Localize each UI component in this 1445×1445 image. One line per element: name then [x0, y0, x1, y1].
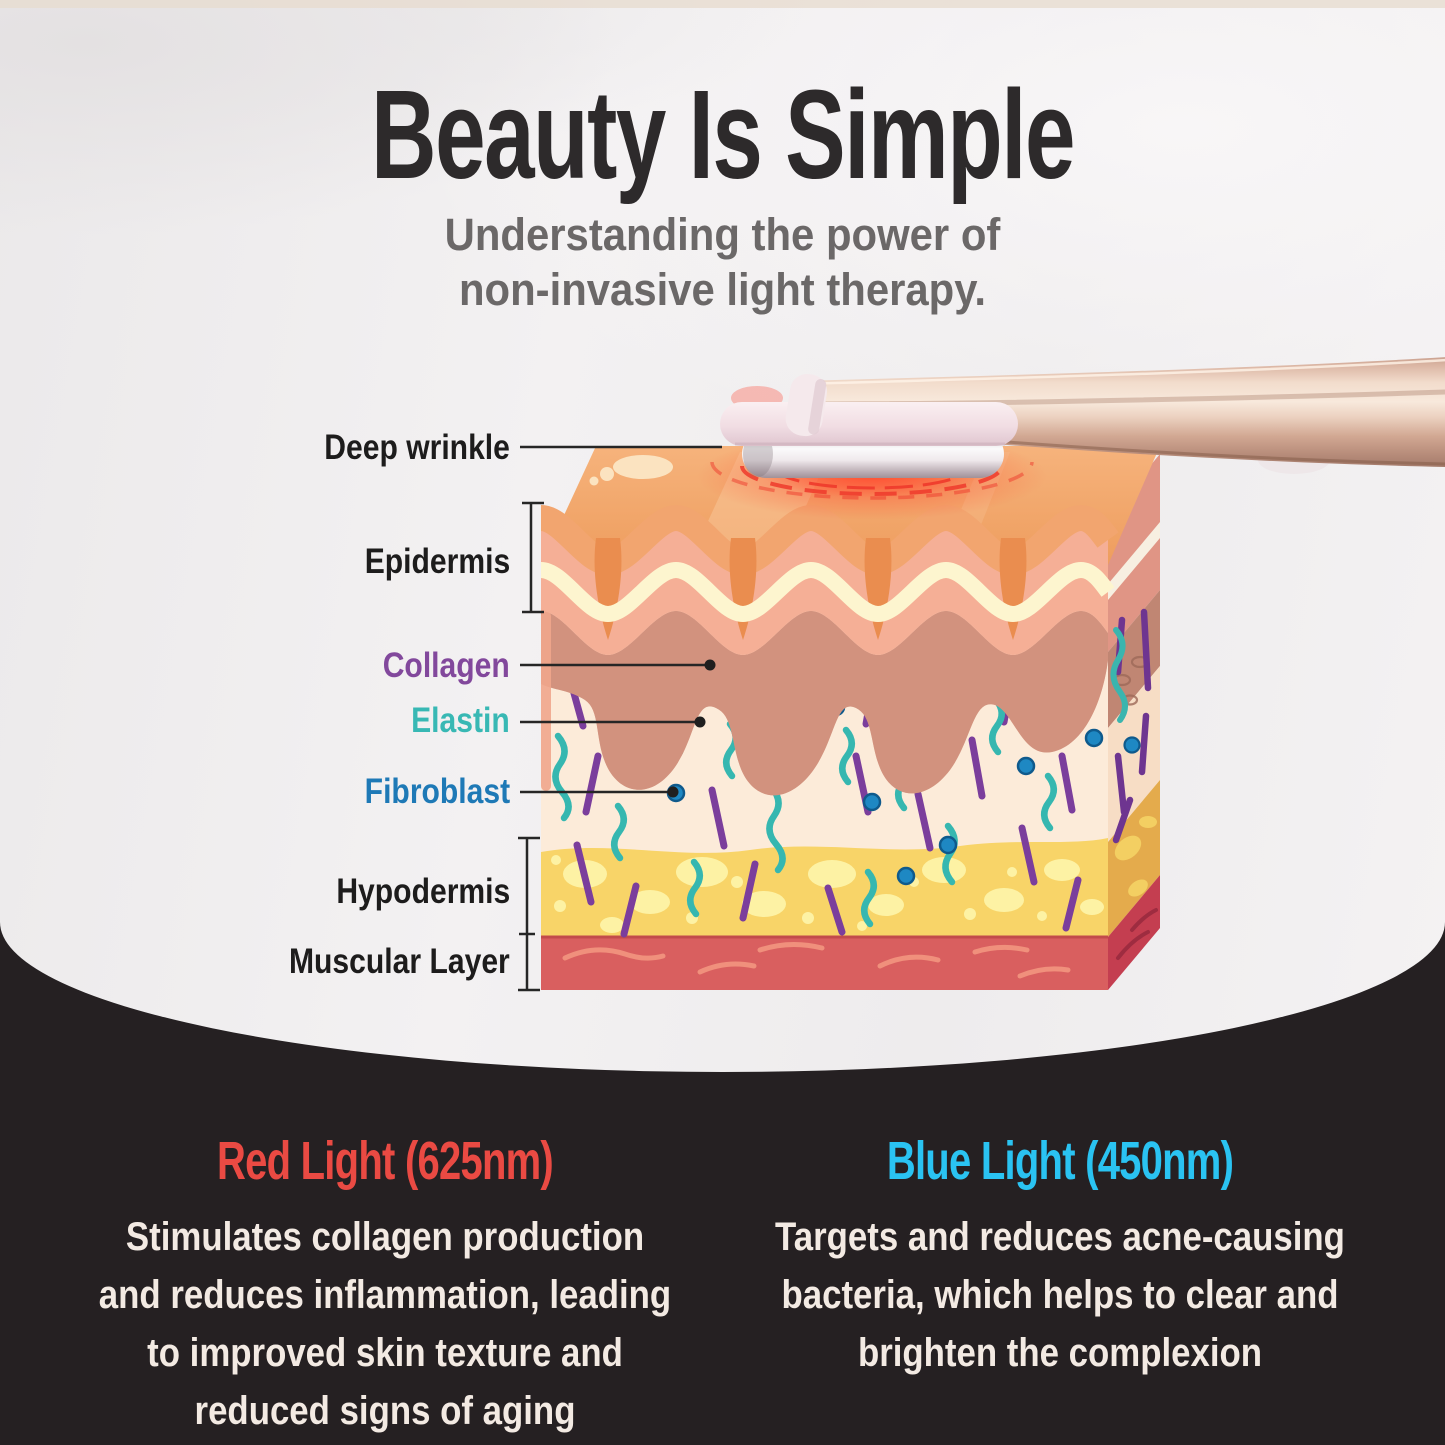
skin-surface-highlight: [613, 455, 673, 479]
red-light-section: Red Light (625nm) Stimulates collagen pr…: [55, 1130, 715, 1440]
blue-light-section: Blue Light (450nm) Targets and reduces a…: [730, 1130, 1390, 1382]
hypodermis-muscular-bracket: [518, 836, 540, 992]
page-title: Beauty Is Simple: [371, 64, 1075, 205]
label-hypodermis: Hypodermis: [336, 872, 510, 911]
subtitle-line: Understanding the power of: [444, 209, 1001, 260]
cube-front-face: [541, 446, 1160, 990]
subtitle-line: non-invasive light therapy.: [458, 263, 987, 315]
red-light-heading: Red Light (625nm): [217, 1131, 554, 1191]
leader-dots: [667, 659, 716, 798]
right-face-fibroblast: [1123, 736, 1141, 754]
label-elastin: Elastin: [411, 701, 510, 740]
label-muscular-layer: Muscular Layer: [289, 942, 510, 981]
label-collagen: Collagen: [382, 646, 510, 685]
wand-head-plate: [720, 402, 1018, 446]
blue-light-heading: Blue Light (450nm): [886, 1131, 1234, 1191]
muscular-layer: [541, 937, 1108, 990]
epidermis-bracket: [522, 501, 544, 614]
wand-neck: [785, 374, 828, 437]
blue-light-description: Targets and reduces acne-causing bacteri…: [775, 1215, 1345, 1375]
label-epidermis: Epidermis: [364, 542, 510, 581]
right-face-fat-blobs: [1114, 816, 1157, 897]
red-light-description: Stimulates collagen production and reduc…: [98, 1215, 672, 1433]
light-therapy-wand: [697, 357, 1445, 520]
muscle-streaks: [562, 942, 1071, 979]
label-deep-wrinkle: Deep wrinkle: [324, 428, 510, 467]
right-face-collagen-fibers: [1112, 608, 1152, 844]
page-subtitle: Understanding the power of non-invasive …: [51, 208, 1395, 318]
label-fibroblast: Fibroblast: [364, 772, 510, 811]
leader-lines: [518, 445, 722, 992]
right-face-elastin: [1110, 627, 1128, 723]
right-face-muscle-streaks: [1116, 908, 1158, 960]
